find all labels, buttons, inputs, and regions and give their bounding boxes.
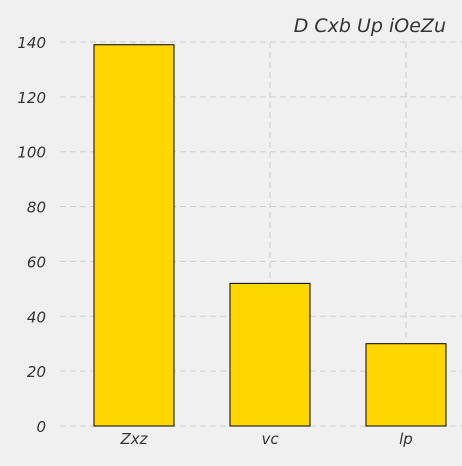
y-tick-label: 140 — [17, 34, 46, 52]
x-tick-label: Zxz — [119, 430, 148, 448]
y-tick-label: 80 — [27, 199, 46, 217]
bar-lp — [366, 344, 446, 426]
bar-Zxz — [94, 45, 174, 426]
x-tick-label: vc — [261, 430, 279, 448]
y-tick-label: 0 — [36, 418, 46, 436]
x-tick-label: lp — [399, 430, 413, 448]
y-tick-label: 60 — [27, 253, 46, 271]
y-tick-label: 20 — [27, 363, 46, 381]
chart-title: D Cxb Up iOeZu — [294, 15, 446, 37]
y-tick-label: 40 — [27, 308, 46, 326]
y-tick-label: 120 — [17, 89, 46, 107]
y-tick-label: 100 — [17, 144, 46, 162]
bar-vc — [230, 283, 310, 426]
